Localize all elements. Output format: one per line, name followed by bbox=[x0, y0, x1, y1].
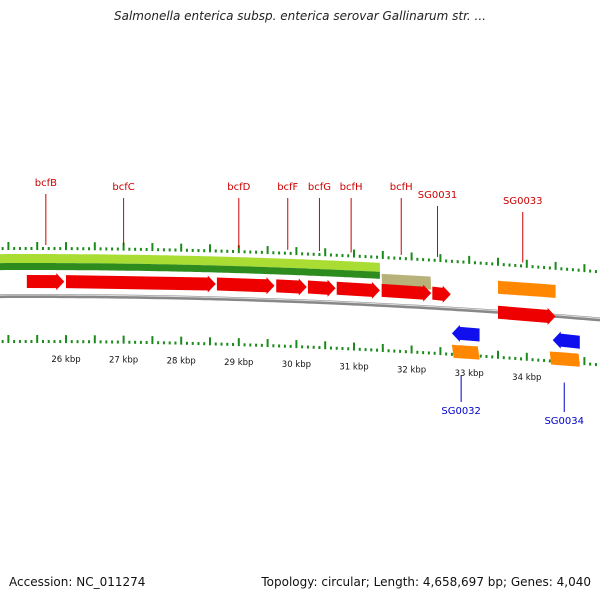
scale-label: 33 kbp bbox=[455, 369, 484, 379]
gene-arrow bbox=[451, 324, 480, 342]
orange-feature-box bbox=[451, 344, 480, 360]
gene-arrow bbox=[307, 279, 336, 297]
scale-label: 32 kbp bbox=[397, 365, 426, 375]
map-title: Salmonella enterica subsp. enterica sero… bbox=[114, 9, 486, 23]
scale-label: 26 kbp bbox=[51, 355, 80, 365]
gene-arrow bbox=[552, 331, 580, 349]
scale-label: 31 kbp bbox=[339, 363, 368, 373]
gene-label: bcfC bbox=[112, 182, 134, 193]
scale-label: 29 kbp bbox=[224, 358, 253, 368]
scale-label: 27 kbp bbox=[109, 356, 138, 366]
gene-arrow bbox=[432, 285, 451, 303]
gene-label: bcfD bbox=[227, 182, 250, 193]
gene-label: SG0032 bbox=[441, 406, 481, 417]
gc-band-light bbox=[0, 254, 380, 272]
orange-feature-box bbox=[549, 351, 580, 367]
gene-label: SG0031 bbox=[418, 190, 458, 201]
gene-label: bcfH bbox=[340, 182, 363, 193]
scale-label: 30 kbp bbox=[282, 360, 311, 370]
gene-arrow bbox=[66, 275, 216, 293]
gene-arrow bbox=[276, 278, 307, 296]
gene-label: bcfB bbox=[35, 178, 57, 189]
scale-label: 28 kbp bbox=[167, 357, 196, 367]
accession-label: Accession: NC_011274 bbox=[9, 575, 146, 589]
gc-band-dark bbox=[0, 263, 380, 279]
gene-arrow bbox=[498, 305, 556, 325]
gene-label: bcfF bbox=[277, 182, 298, 193]
orange-feature-box bbox=[498, 280, 556, 298]
gene-label: SG0033 bbox=[503, 196, 543, 207]
gene-label: bcfG bbox=[308, 182, 331, 193]
gene-arrow bbox=[26, 273, 65, 291]
gene-label: SG0034 bbox=[544, 416, 584, 427]
gene-label: bcfH bbox=[390, 182, 413, 193]
scale-label: 34 kbp bbox=[512, 373, 541, 383]
genome-summary-label: Topology: circular; Length: 4,658,697 bp… bbox=[261, 575, 591, 589]
gene-arrow bbox=[336, 281, 380, 299]
gene-arrow bbox=[216, 277, 275, 295]
gene-arrow bbox=[381, 283, 432, 302]
